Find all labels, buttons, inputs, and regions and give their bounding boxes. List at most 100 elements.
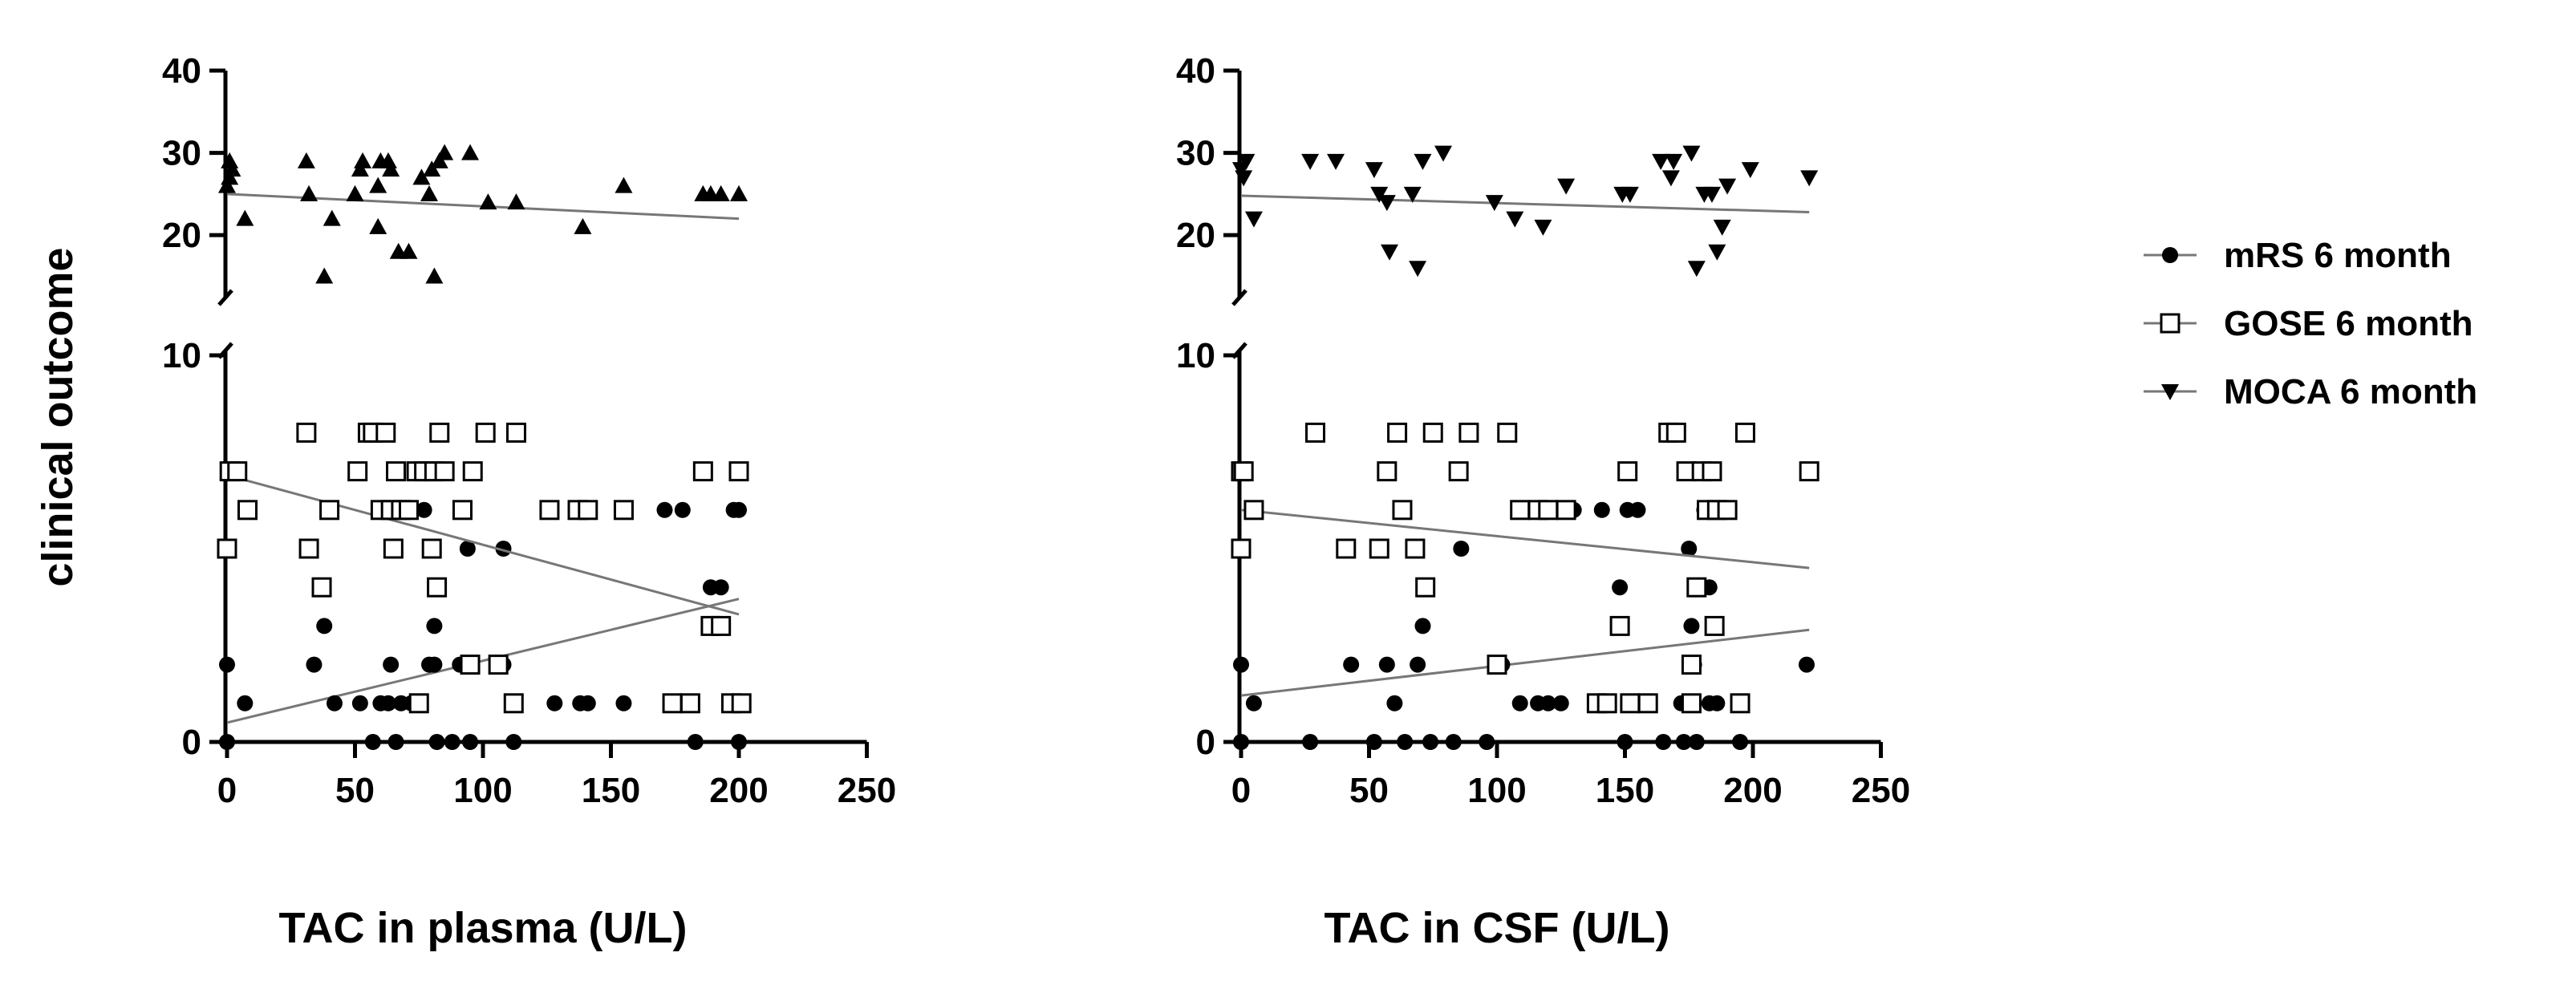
data-point [1233,461,1254,482]
x-tick-label: 200 [709,771,768,810]
data-point [656,501,673,518]
data-point [1231,538,1251,559]
data-point [1800,170,1819,187]
chart-panel-2: 0 10 20 30 40 0 50 100 150 200 250 TAC in CSF (U/L) [1176,51,1910,952]
data-point [462,734,479,750]
data-point [578,500,598,521]
data-point [223,160,241,177]
data-point [507,193,525,210]
data-point [1377,461,1398,482]
data-point [613,500,634,521]
data-point [1629,501,1646,518]
data-point [430,152,448,168]
data-point [311,577,332,598]
data-point [1681,541,1698,557]
data-point [475,422,496,443]
data-point [227,461,248,482]
data-point [1409,261,1427,278]
data-point [1487,655,1507,675]
data-point [1799,461,1819,482]
series-gose-6-month [1231,422,1819,714]
legend-marker [2161,384,2179,400]
data-point [1682,145,1701,162]
data-point [1448,461,1469,482]
data-point [1687,261,1706,278]
data-point [461,144,480,160]
data-point [1301,153,1320,170]
data-point [479,193,497,210]
data-point [1702,461,1722,482]
legend-marker [2162,247,2178,263]
trend-line [1240,194,1810,213]
data-point [383,656,400,673]
data-point [1665,422,1686,443]
data-point [1506,211,1524,228]
trend-line [226,598,740,724]
data-point [297,152,315,168]
data-point [236,209,254,226]
data-point [1233,656,1249,673]
data-point [1485,195,1503,212]
data-point [1593,501,1610,518]
data-point [1434,145,1453,162]
x-tick-label: 150 [582,771,640,810]
data-point [315,267,334,284]
data-point [1378,656,1395,673]
trend-line [226,473,740,616]
data-point [1343,656,1360,673]
y-tick-label: 20 [1176,216,1215,255]
data-point [426,656,443,673]
data-point [1661,170,1680,187]
data-point [398,500,419,521]
x-tick-label: 50 [335,771,375,810]
data-point [421,538,442,559]
data-point [319,500,340,521]
data-point [444,734,460,750]
data-point [1453,541,1470,557]
series-moca-6-month [218,144,748,284]
data-point [1612,579,1629,596]
legend-item: MOCA 6 month [2144,372,2477,411]
y-axis-label: clinical outcome [34,247,82,586]
data-point [369,176,387,193]
chart-panel-1: 0 10 20 30 40 0 50 100 150 200 250 TAC in plasma (U… [162,51,896,952]
data-point [217,538,237,559]
data-point [662,693,683,714]
data-point [579,695,596,711]
data-point [1609,615,1630,636]
data-point [488,655,509,675]
data-point [711,615,732,636]
data-point [1717,500,1738,521]
data-point [237,500,258,521]
y-tick-label: 0 [1196,723,1215,762]
data-point [1617,734,1633,750]
x-axis-label: TAC in plasma (U/L) [278,904,687,952]
data-point [1327,153,1345,170]
legend-item: mRS 6 month [2144,236,2452,275]
data-point [1798,656,1815,673]
data-point [1540,695,1556,711]
data-point [1709,695,1726,711]
data-point [1336,538,1357,559]
y-tick-label: 40 [1176,51,1215,91]
data-point [1414,153,1432,170]
data-point [1302,734,1319,750]
data-point [1245,695,1262,711]
data-point [400,242,418,259]
data-point [326,695,343,711]
data-point [674,501,691,518]
data-point [1730,693,1750,714]
data-point [1702,186,1721,203]
data-point [712,579,729,596]
data-point [1405,538,1426,559]
data-point [306,656,323,673]
data-point [679,693,700,714]
data-point [1732,734,1749,750]
x-axis-label: TAC in CSF (U/L) [1325,904,1670,952]
data-point [1397,734,1414,750]
x-tick-label: 100 [1467,771,1526,810]
y-tick-label: 30 [162,134,201,173]
data-point [427,577,448,598]
data-point [1235,170,1253,187]
